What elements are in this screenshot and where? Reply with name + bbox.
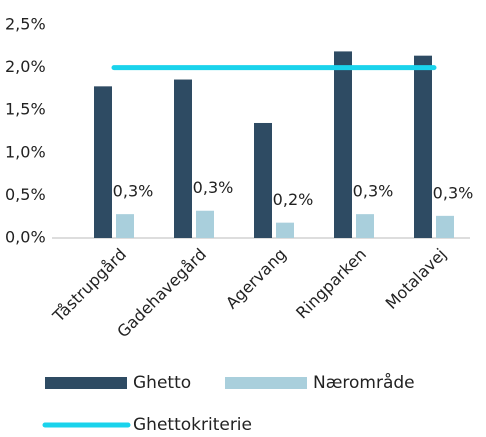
value-label: 0,3% (193, 178, 234, 197)
y-tick-label: 2,0% (5, 57, 46, 76)
x-tick-label: Tåstrupgård (48, 245, 130, 327)
bar (196, 210, 214, 238)
y-tick-label: 0,0% (5, 228, 46, 247)
legend-swatch (45, 377, 127, 389)
value-label: 0,3% (433, 183, 474, 202)
bar (254, 122, 272, 238)
bar (414, 55, 432, 239)
legend-label: Ghetto (133, 373, 191, 393)
y-tick-label: 1,0% (5, 142, 46, 161)
bar (436, 215, 454, 238)
x-tick-label: Motalavej (382, 245, 450, 313)
legend-label: Nærområde (313, 372, 415, 393)
y-tick-label: 0,5% (5, 185, 46, 204)
y-tick-label: 2,5% (5, 15, 46, 34)
bar (94, 86, 112, 239)
bar (116, 214, 134, 238)
bar (334, 51, 352, 238)
y-tick-label: 1,5% (5, 100, 46, 119)
legend-swatch (225, 377, 307, 389)
value-label: 0,3% (353, 182, 394, 201)
bar (174, 79, 192, 238)
x-tick-label: Ringparken (292, 245, 370, 323)
value-label: 0,2% (273, 190, 314, 209)
x-tick-label: Agervang (222, 245, 290, 313)
bar (276, 222, 294, 238)
value-label: 0,3% (113, 182, 154, 201)
legend-label: Ghettokriterie (133, 415, 252, 435)
bar (356, 214, 374, 238)
